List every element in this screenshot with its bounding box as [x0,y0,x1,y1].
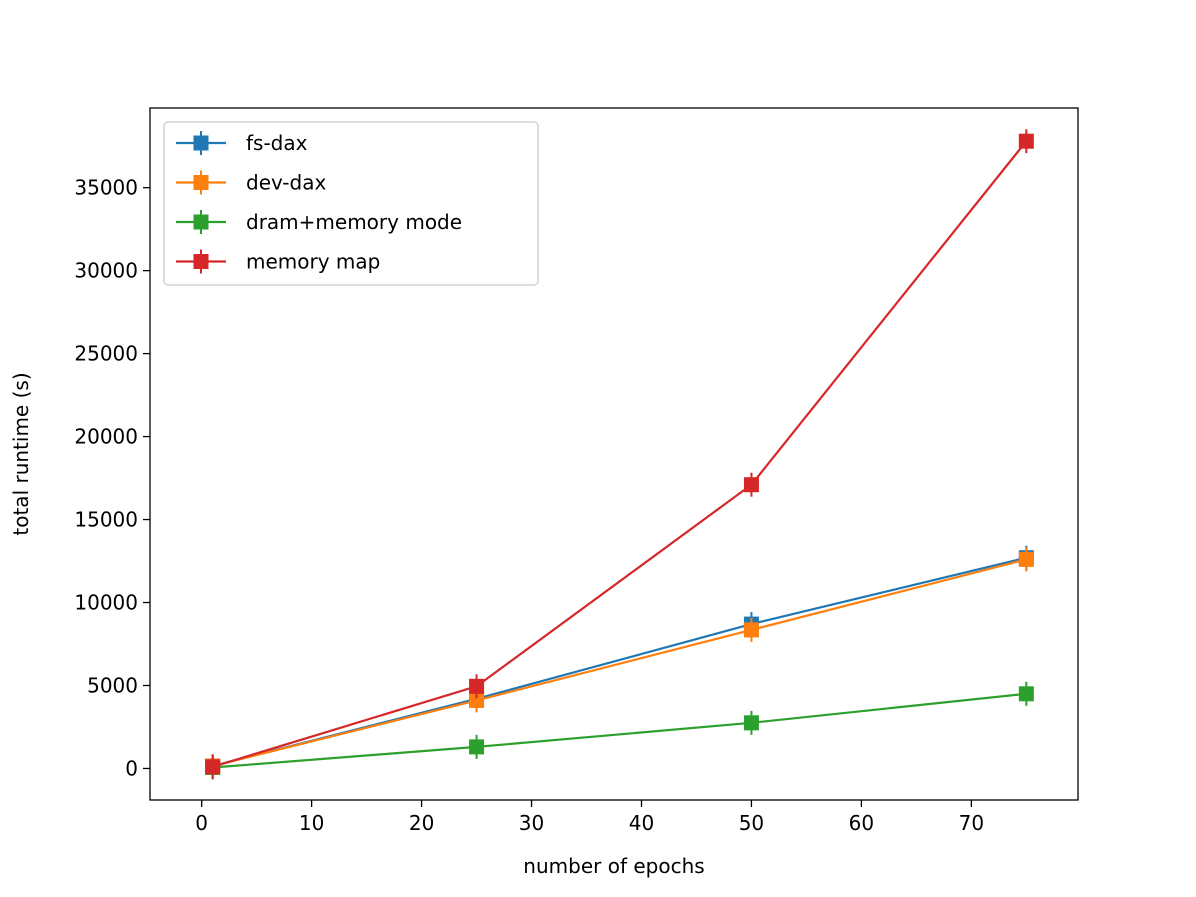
y-tick-label: 15000 [74,508,138,532]
series-line [212,558,1027,768]
x-tick-label: 60 [849,811,874,835]
data-point-marker [469,739,485,755]
y-tick-label: 10000 [74,591,138,615]
legend-label: dram+memory mode [246,210,462,234]
series-layer [205,129,1034,780]
data-point-marker [1018,133,1034,149]
x-axis: 0 10 20 30 40 50 60 70 [195,800,984,835]
y-tick-label: 20000 [74,425,138,449]
legend-label: dev-dax [246,171,326,195]
legend-label: fs-dax [246,131,308,155]
y-tick-label: 5000 [87,673,138,697]
data-point-marker [1018,686,1034,702]
data-point-marker [743,622,759,638]
legend-entry: fs-dax [176,131,308,155]
y-tick-label: 35000 [74,176,138,200]
y-tick-label: 25000 [74,342,138,366]
legend-marker [193,254,209,269]
legend-label: memory map [246,250,380,274]
legend-marker [193,175,209,190]
x-tick-label: 50 [739,811,764,835]
data-point-marker [743,715,759,731]
x-tick-label: 20 [409,811,434,835]
legend-marker [193,135,209,151]
data-point-marker [469,692,485,708]
series-memory-map [205,129,1034,779]
data-point-marker [743,477,759,493]
legend-marker [193,214,209,230]
x-tick-label: 0 [195,811,208,835]
legend: fs-dax dev-dax dram+memory mode memory map [163,121,539,286]
y-axis: 0 5000 10000 15000 20000 25000 30000 35000 [74,176,150,780]
x-tick-label: 10 [299,811,324,835]
data-point-marker [1018,551,1034,567]
data-point-marker [469,678,485,694]
data-point-marker [205,759,221,775]
legend-box [163,121,539,286]
series-line [212,140,1028,768]
legend-entry: dev-dax [176,170,326,195]
series-line [212,692,1027,769]
y-tick-label: 0 [125,756,138,780]
y-axis-label: total runtime (s) [9,372,33,535]
x-tick-label: 30 [519,811,544,835]
plot-area-frame [149,107,1079,801]
legend-entry: memory map [176,249,380,274]
x-tick-label: 70 [959,811,984,835]
x-tick-label: 40 [629,811,654,835]
x-axis-label: number of epochs [523,854,704,878]
series-dram-memory-mode [205,681,1034,780]
legend-entry: dram+memory mode [176,210,462,234]
y-tick-label: 30000 [74,259,138,283]
